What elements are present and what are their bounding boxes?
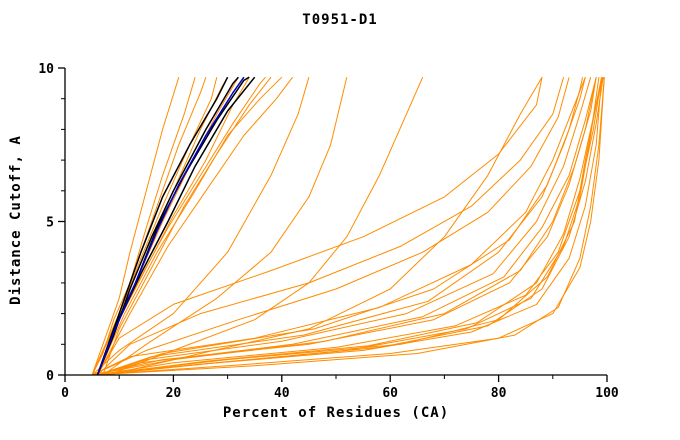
y-tick-label: 5 <box>46 216 54 231</box>
curve-orange <box>102 76 272 376</box>
curve-orange <box>92 77 605 376</box>
curve-orange <box>91 77 570 376</box>
curve-orange <box>97 77 597 376</box>
curve-orange <box>97 77 603 376</box>
curve-orange <box>97 76 293 376</box>
curve-orange <box>97 77 584 376</box>
x-tick-label: 80 <box>491 386 507 401</box>
x-tick-label: 100 <box>595 386 619 401</box>
x-axis-label: Percent of Residues (CA) <box>222 405 450 421</box>
curve-orange <box>102 77 348 376</box>
curve-orange <box>97 77 586 376</box>
curve-orange <box>97 76 283 376</box>
curve-orange <box>92 77 604 376</box>
curve-blue <box>96 76 245 376</box>
curve-orange <box>91 77 180 376</box>
plot-title: T0951-D1 <box>302 12 378 28</box>
curve-orange <box>92 77 603 376</box>
curve-orange <box>108 76 424 376</box>
x-tick-label: 0 <box>61 386 69 401</box>
curve-orange <box>97 77 603 376</box>
y-tick-label: 0 <box>46 369 54 384</box>
x-tick-label: 40 <box>274 386 290 401</box>
x-tick-label: 60 <box>382 386 398 401</box>
curve-orange <box>97 77 543 376</box>
curve-orange <box>97 77 604 376</box>
x-tick-label: 20 <box>166 386 182 401</box>
curve-orange <box>97 77 565 376</box>
curve-orange <box>92 77 605 376</box>
curve-orange <box>97 77 592 376</box>
curve-orange <box>91 77 310 376</box>
curve-orange <box>92 77 597 376</box>
y-axis-label: Distance Cutoff, A <box>8 135 24 305</box>
y-tick-label: 10 <box>38 62 54 77</box>
